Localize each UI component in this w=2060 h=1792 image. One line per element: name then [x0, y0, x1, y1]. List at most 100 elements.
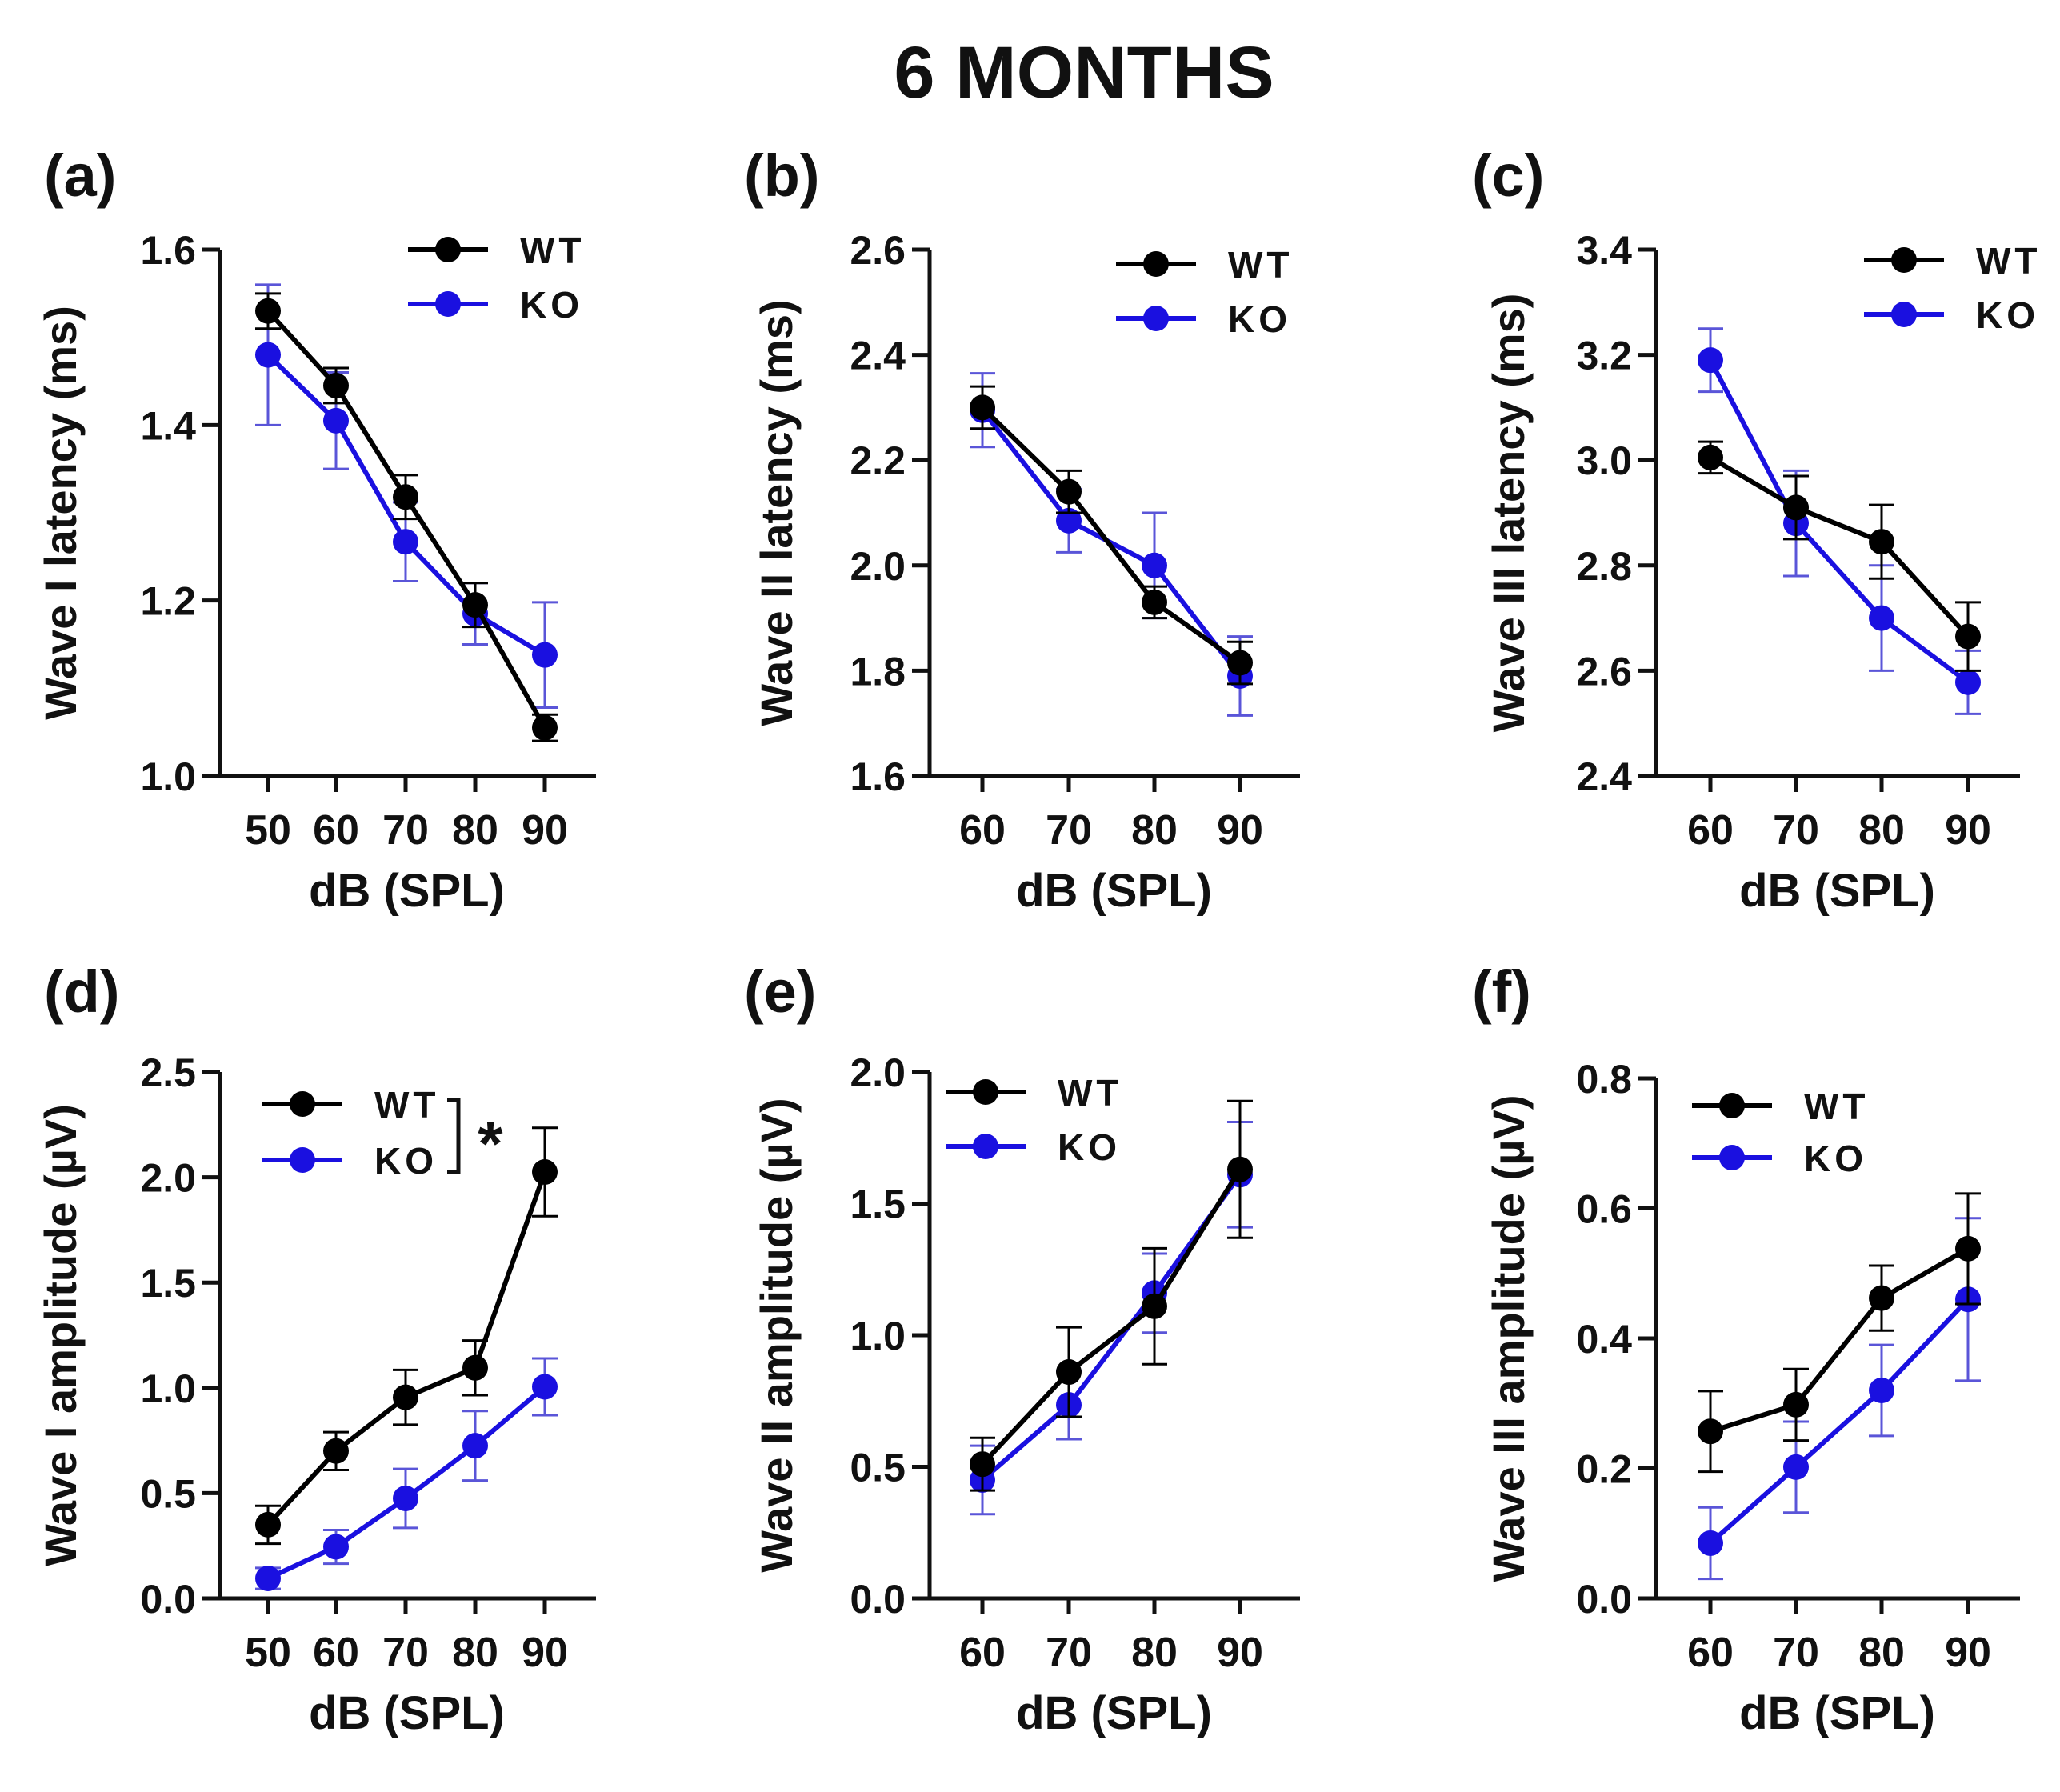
chart-panel: (f) 0.0 0.2 0.4 0.6 0.8 Wave III amplitude (µV… — [1472, 958, 2020, 1739]
x-tick-label: 70 — [1046, 807, 1092, 854]
data-point-wt — [255, 298, 281, 324]
y-tick-label: 2.0 — [850, 544, 906, 589]
x-tick-label: 70 — [1046, 1630, 1092, 1676]
y-tick-label: 2.0 — [850, 1050, 906, 1095]
data-point-wt — [1783, 494, 1809, 521]
data-point-ko — [1783, 1454, 1809, 1480]
data-point-ko — [323, 1534, 349, 1560]
y-tick-label: 2.6 — [1576, 649, 1632, 694]
panel-label: (f) — [1472, 958, 1531, 1025]
x-tick-label: 80 — [1858, 1630, 1905, 1676]
x-tick-label: 80 — [452, 807, 498, 854]
y-tick-label: 1.6 — [140, 228, 196, 273]
data-point-ko — [393, 529, 418, 555]
y-tick-label: 2.4 — [1576, 754, 1632, 799]
legend: WT KO — [408, 230, 586, 326]
data-point-wt — [255, 1511, 281, 1538]
x-axis-label: dB (SPL) — [1739, 865, 1935, 917]
y-tick-label: 1.5 — [850, 1182, 906, 1227]
x-tick-label: 80 — [1131, 1630, 1178, 1676]
x-tick-label: 90 — [1945, 807, 1991, 854]
x-tick-label: 50 — [245, 807, 291, 854]
y-tick-label: 0.6 — [1576, 1187, 1632, 1232]
data-point-wt — [1698, 1418, 1723, 1445]
y-tick-label: 1.6 — [850, 754, 906, 799]
legend-marker — [1891, 302, 1917, 327]
y-tick-label: 0.8 — [1576, 1057, 1632, 1102]
data-point-wt — [970, 394, 995, 421]
legend-marker — [1719, 1145, 1745, 1170]
series-wt — [255, 292, 558, 742]
legend-label: WT — [374, 1084, 440, 1126]
data-point-ko — [532, 642, 558, 668]
legend-marker — [290, 1091, 315, 1117]
series-wt — [1698, 440, 1981, 672]
legend-label: KO — [374, 1140, 438, 1182]
series-line-wt — [1709, 455, 1970, 638]
y-tick-label: 0.5 — [850, 1446, 906, 1490]
legend: WT KO — [262, 1084, 440, 1182]
y-tick-label: 2.4 — [850, 334, 906, 378]
y-tick-label: 1.5 — [140, 1261, 196, 1306]
data-point-wt — [323, 372, 349, 398]
x-tick-label: 60 — [313, 1630, 359, 1676]
data-point-wt — [393, 1384, 418, 1410]
series-ko — [1698, 327, 1981, 715]
x-tick-label: 60 — [959, 1630, 1006, 1676]
y-axis-label: Wave II amplitude (µV) — [751, 1098, 802, 1572]
y-axis-label: Wave II latency (ms) — [751, 299, 802, 726]
y-tick-label: 1.8 — [850, 649, 906, 694]
y-tick-label: 1.0 — [850, 1314, 906, 1358]
panel-label: (b) — [744, 142, 820, 209]
y-axis-label: Wave III amplitude (µV) — [1483, 1095, 1534, 1582]
data-point-wt — [1227, 1156, 1253, 1182]
data-point-ko — [1698, 1530, 1723, 1556]
data-point-wt — [323, 1438, 349, 1464]
data-point-wt — [1698, 444, 1723, 470]
x-axis-label: dB (SPL) — [309, 1687, 505, 1739]
x-tick-label: 80 — [1858, 807, 1905, 854]
y-tick-label: 3.2 — [1576, 334, 1632, 378]
y-tick-label: 3.0 — [1576, 438, 1632, 483]
x-tick-label: 90 — [522, 1630, 568, 1676]
data-point-ko — [1698, 347, 1723, 374]
x-tick-label: 80 — [452, 1630, 498, 1676]
legend-marker — [1143, 251, 1169, 277]
data-point-ko — [255, 1565, 281, 1591]
y-axis-label: Wave III latency (ms) — [1483, 294, 1534, 733]
y-tick-label: 2.8 — [1576, 544, 1632, 589]
data-point-ko — [1869, 1378, 1894, 1403]
series-line-ko — [980, 408, 1242, 678]
significance-bracket — [447, 1098, 461, 1174]
legend-label: KO — [1976, 294, 2039, 336]
data-point-wt — [1869, 529, 1894, 555]
x-tick-label: 60 — [1687, 1630, 1734, 1676]
x-axis-label: dB (SPL) — [1016, 1687, 1212, 1739]
legend-label: WT — [1058, 1072, 1123, 1114]
y-tick-label: 2.0 — [140, 1156, 196, 1201]
series-line-wt — [1710, 1246, 1970, 1434]
figure-title: 6 MONTHS — [894, 32, 1274, 114]
data-point-ko — [462, 1433, 488, 1459]
data-point-wt — [462, 1354, 488, 1381]
x-tick-label: 70 — [1773, 807, 1819, 854]
data-point-wt — [1142, 589, 1167, 615]
y-tick-label: 1.0 — [140, 1366, 196, 1411]
data-point-ko — [1142, 552, 1167, 578]
data-point-ko — [1869, 605, 1894, 631]
y-axis-label: Wave I latency (ms) — [35, 306, 86, 720]
x-tick-label: 90 — [1217, 807, 1263, 854]
x-tick-label: 70 — [382, 807, 429, 854]
series-wt — [970, 1099, 1253, 1492]
chart-panel: (d) 0.0 0.5 1.0 1.5 2.0 2.5 Wave I amplitude (µ… — [35, 958, 596, 1739]
legend-label: WT — [1976, 240, 2042, 282]
legend-label: WT — [520, 230, 586, 271]
legend-label: KO — [520, 284, 583, 326]
y-tick-label: 1.4 — [140, 403, 196, 448]
chart-panel: (a) 1.0 1.2 1.4 1.6 Wave I latency (ms) 50 60 70… — [35, 142, 596, 917]
data-point-wt — [970, 1451, 995, 1478]
y-tick-label: 0.2 — [1576, 1447, 1632, 1492]
data-point-wt — [1142, 1293, 1167, 1319]
data-point-wt — [1869, 1285, 1894, 1311]
y-tick-label: 2.2 — [850, 438, 906, 483]
